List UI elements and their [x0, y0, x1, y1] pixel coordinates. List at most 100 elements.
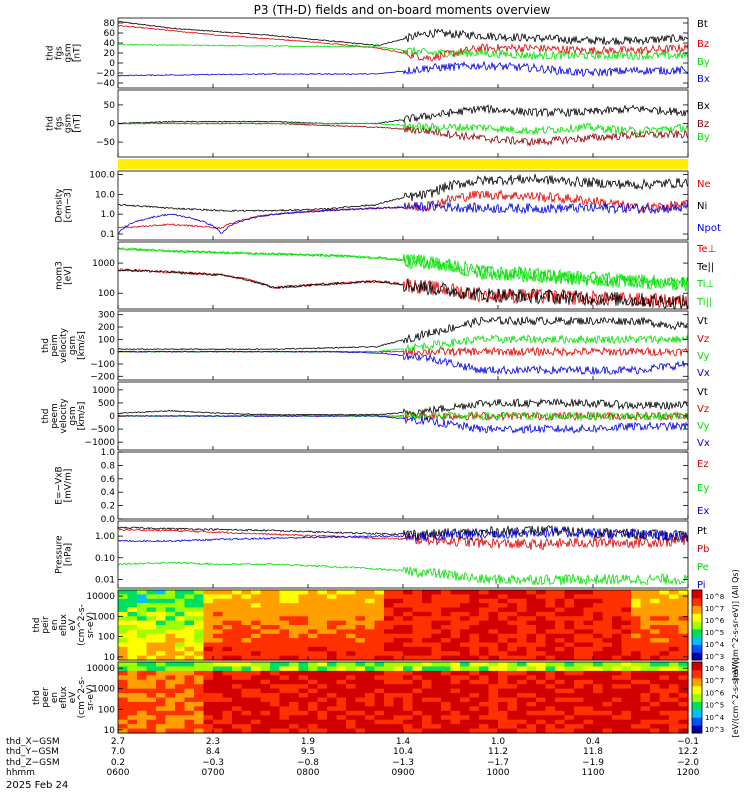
spectrogram-cell	[147, 590, 157, 595]
spectrogram-cell	[641, 724, 651, 729]
spectrogram-cell	[356, 629, 366, 634]
y-tick-label: 0.10	[95, 554, 115, 564]
spectrogram-cell	[137, 715, 147, 720]
spectrogram-cell	[631, 684, 641, 689]
spectrogram-cell	[669, 629, 679, 634]
spectrogram-cell	[565, 647, 575, 652]
spectrogram-cell	[565, 594, 575, 599]
x-axis-value: 12.2	[678, 747, 698, 757]
spectrogram-cell	[118, 680, 128, 685]
spectrogram-cell	[270, 647, 280, 652]
spectrogram-cell	[204, 724, 214, 729]
spectrogram-cell	[128, 590, 138, 595]
spectrogram-cell	[365, 706, 375, 711]
spectrogram-cell	[232, 666, 242, 671]
spectrogram-cell	[270, 706, 280, 711]
y-tick-label: 10	[104, 653, 116, 663]
spectrogram-cell	[147, 706, 157, 711]
spectrogram-cell	[413, 643, 423, 648]
spectrogram-cell	[128, 706, 138, 711]
spectrogram-cell	[299, 625, 309, 630]
spectrogram-cell	[593, 693, 603, 698]
spectrogram-cell	[204, 666, 214, 671]
spectrogram-cell	[555, 698, 565, 703]
spectrogram-cell	[137, 702, 147, 707]
spectrogram-cell	[669, 612, 679, 617]
legend-label: Bx	[697, 74, 710, 85]
legend-label: Ex	[697, 506, 709, 517]
spectrogram-cell	[175, 647, 185, 652]
spectrogram-cell	[403, 638, 413, 643]
spectrogram-cell	[261, 715, 271, 720]
spectrogram-cell	[261, 680, 271, 685]
spectrogram-cell	[479, 590, 489, 595]
spectrogram-cell	[185, 634, 195, 639]
spectrogram-cell	[451, 724, 461, 729]
spectrogram-cell	[470, 684, 480, 689]
spectrogram-cell	[346, 621, 356, 626]
spectrogram-cell	[546, 625, 556, 630]
spectrogram-cell	[128, 693, 138, 698]
spectrogram-cell	[375, 621, 385, 626]
spectrogram-cell	[194, 706, 204, 711]
spectrogram-cell	[261, 651, 271, 656]
spectrogram-cell	[346, 666, 356, 671]
spectrogram-cell	[156, 599, 166, 604]
spectrogram-cell	[498, 671, 508, 676]
spectrogram-cell	[641, 599, 651, 604]
spectrogram-cell	[555, 715, 565, 720]
spectrogram-cell	[593, 724, 603, 729]
spectrogram-cell	[166, 711, 176, 716]
spectrogram-cell	[612, 608, 622, 613]
spectrogram-cell	[641, 698, 651, 703]
spectrogram-cell	[489, 612, 499, 617]
spectrogram-cell	[118, 590, 128, 595]
spectrogram-cell	[118, 671, 128, 676]
spectrogram-cell	[460, 724, 470, 729]
spectrogram-cell	[128, 608, 138, 613]
spectrogram-cell	[346, 590, 356, 595]
spectrogram-cell	[337, 599, 347, 604]
spectrogram-cell	[156, 603, 166, 608]
spectrogram-cell	[289, 689, 299, 694]
spectrogram-cell	[194, 693, 204, 698]
spectrogram-cell	[137, 720, 147, 725]
spectrogram-cell	[498, 698, 508, 703]
spectrogram-cell	[479, 706, 489, 711]
spectrogram-cell	[185, 599, 195, 604]
spectrogram-cell	[479, 629, 489, 634]
spectrogram-cell	[175, 629, 185, 634]
spectrogram-cell	[498, 651, 508, 656]
spectrogram-cell	[574, 590, 584, 595]
spectrogram-cell	[166, 693, 176, 698]
spectrogram-cell	[422, 711, 432, 716]
spectrogram-cell	[166, 698, 176, 703]
spectrogram-cell	[270, 603, 280, 608]
spectrogram-cell	[204, 706, 214, 711]
spectrogram-cell	[308, 711, 318, 716]
spectrogram-cell	[536, 711, 546, 716]
spectrogram-cell	[280, 684, 290, 689]
spectrogram-cell	[422, 702, 432, 707]
spectrogram-cell	[213, 693, 223, 698]
spectrogram-cell	[128, 675, 138, 680]
spectrogram-cell	[517, 599, 527, 604]
spectrogram-cell	[185, 662, 195, 667]
spectrogram-cell	[679, 603, 689, 608]
spectrogram-cell	[612, 689, 622, 694]
spectrogram-cell	[413, 671, 423, 676]
spectrogram-cell	[147, 599, 157, 604]
spectrogram-cell	[299, 638, 309, 643]
spectrogram-cell	[527, 720, 537, 725]
spectrogram-cell	[308, 594, 318, 599]
spectrogram-cell	[166, 671, 176, 676]
spectrogram-cell	[232, 629, 242, 634]
spectrogram-cell	[612, 720, 622, 725]
legend-label: Bt	[697, 19, 708, 30]
spectrogram-cell	[204, 616, 214, 621]
spectrogram-cell	[622, 675, 632, 680]
spectrogram-cell	[498, 720, 508, 725]
spectrogram-cell	[375, 689, 385, 694]
spectrogram-cell	[546, 647, 556, 652]
spectrogram-cell	[660, 698, 670, 703]
